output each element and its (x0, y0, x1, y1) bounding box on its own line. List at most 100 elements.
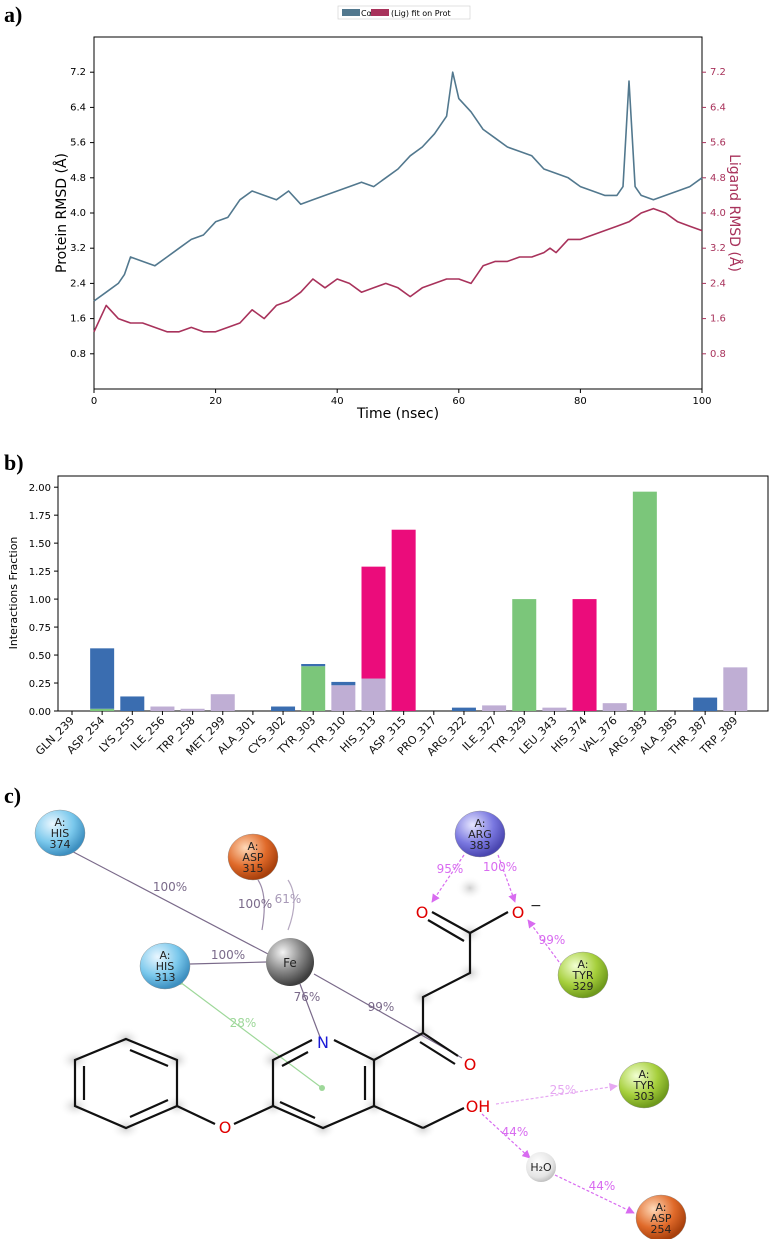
rmsd-right-tick-label: 2.4 (710, 278, 726, 289)
bar-segment (693, 697, 718, 711)
residue-label: HIS (51, 827, 70, 840)
rmsd-left-tick-label: 6.4 (70, 102, 86, 113)
residue-label: 254 (651, 1223, 672, 1236)
atom-oh: OH (466, 1097, 491, 1116)
residue-label: A: (247, 840, 258, 853)
tyr329-o-arrow (527, 919, 566, 971)
rmsd-right-tick-label: 6.4 (710, 102, 726, 113)
ligand-rmsd-line (93, 207, 703, 333)
rmsd-left-axis-label: Protein RMSD (Å) (53, 153, 70, 273)
residue-label: ASP (242, 851, 264, 864)
his313-fe-line (189, 961, 267, 965)
residue-label: 383 (470, 839, 491, 852)
atom-o-right: O (512, 903, 525, 922)
residue-label: 313 (155, 971, 176, 984)
residue-label: A: (54, 816, 65, 829)
residue-label: HIS (156, 960, 175, 973)
pct-n-fe: 76% (294, 990, 321, 1004)
bar-y-tick-label: 1.50 (29, 539, 51, 550)
pct-his313-ring: 28% (230, 1016, 257, 1030)
bar-segment (210, 694, 235, 711)
residue-label: A: (655, 1201, 666, 1214)
residue-label: ARG (468, 828, 492, 841)
bar-y-tick-label: 1.25 (29, 567, 51, 578)
residue-label: ASP (650, 1212, 672, 1225)
rmsd-right-tick-label: 5.6 (710, 138, 726, 149)
water-molecule (526, 1152, 556, 1182)
atom-o-left: O (416, 903, 429, 922)
residue-label: 329 (573, 980, 594, 993)
bar-segment (90, 708, 115, 711)
bar-y-tick-label: 1.75 (29, 511, 51, 522)
panel-c-letter: c) (4, 783, 21, 808)
bar-y-tick-label: 0.25 (29, 679, 51, 690)
pct-his374-fe: 100% (153, 880, 187, 894)
rmsd-x-tick-label: 0 (91, 396, 97, 407)
residue-label: A: (159, 949, 170, 962)
residue-label: A: (474, 817, 485, 830)
pct-arg-o1: 95% (437, 862, 464, 876)
rmsd-right-tick-label: 4.0 (710, 208, 726, 219)
bar-segment (150, 706, 175, 711)
residue-node (454, 810, 506, 858)
rmsd-left-tick-label: 1.6 (70, 314, 86, 325)
pct-ketone-fe: 99% (368, 1000, 395, 1014)
pct-asp315-b: 61% (275, 892, 302, 906)
rmsd-x-tick-label: 20 (209, 396, 222, 407)
pyridine-double-1 (281, 1051, 309, 1067)
rmsd-x-tick-label: 80 (574, 396, 587, 407)
legend-swatch-ligand (371, 9, 389, 16)
pct-water-asp254: 44% (589, 1179, 616, 1193)
residue-node (34, 809, 86, 857)
bar-segment (542, 707, 567, 711)
ether-bond-right (233, 1105, 274, 1125)
residue-label: 303 (634, 1090, 655, 1103)
asp315-fe-line-b (287, 879, 295, 931)
bar-segment (120, 696, 145, 711)
bar-segment (391, 529, 416, 711)
legend-swatch-protein (342, 9, 360, 16)
rmsd-legend: Cα (Lig) fit on Prot (337, 5, 471, 20)
pct-arg-o2: 100% (483, 860, 517, 874)
his313-ring-line (179, 981, 323, 1089)
rmsd-left-tick-label: 3.2 (70, 243, 86, 254)
chain-bonds (421, 933, 472, 1033)
rmsd-x-tick-label: 60 (452, 396, 465, 407)
bar-y-tick-label: 0.75 (29, 623, 51, 634)
bar-segment (451, 707, 476, 711)
phenyl-ring (73, 1037, 179, 1130)
bar-segment (632, 491, 657, 711)
residue-node (618, 1061, 670, 1109)
residue-label: 315 (243, 862, 264, 875)
ether-bond-left (176, 1105, 216, 1125)
carboxyl-o1-bond (431, 911, 471, 934)
bar-y-tick-label: 0.00 (29, 707, 51, 718)
carboxyl-o1-double (427, 919, 465, 942)
atom-labels: O O − N O OH O (219, 898, 542, 1137)
oh-water-arrow (481, 1113, 531, 1159)
legend-label-protein: Cα (361, 9, 372, 18)
bar-segment (180, 708, 205, 711)
rmsd-left-tick-label: 0.8 (70, 349, 86, 360)
rmsd-plot-frame (93, 36, 703, 390)
ketone-fe-line (313, 973, 463, 1059)
atom-o-minus: − (530, 898, 542, 914)
protein-rmsd-line (93, 71, 703, 302)
rmsd-x-tick-label: 100 (692, 396, 711, 407)
pct-asp315-a: 100% (238, 897, 272, 911)
bar-segment (301, 664, 326, 667)
rmsd-right-tick-label: 4.8 (710, 173, 726, 184)
percent-labels: 100% 100% 61% 100% 76% 99% 28% 95% 100% … (153, 860, 615, 1193)
atom-o-ether: O (219, 1118, 232, 1137)
pyridine-double-3 (279, 1100, 316, 1120)
rmsd-right-tick-label: 7.2 (710, 67, 726, 78)
bar-segment (361, 678, 386, 711)
rmsd-right-tick-label: 0.8 (710, 349, 726, 360)
fe-label: Fe (283, 956, 297, 970)
